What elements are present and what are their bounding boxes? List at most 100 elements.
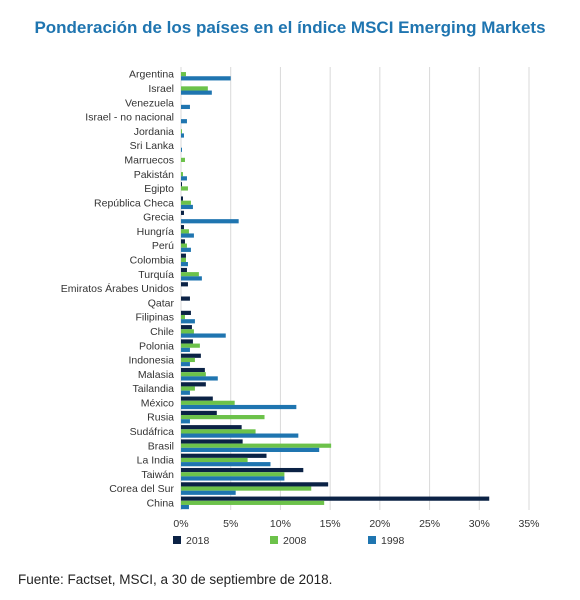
bar-2018-grecia — [181, 210, 184, 215]
category-label: Marruecos — [124, 154, 174, 166]
category-label: Filipinas — [135, 312, 174, 324]
bar-2008-marruecos — [181, 157, 185, 162]
legend-label-1998: 1998 — [381, 535, 405, 547]
bar-2008-la-india — [181, 457, 248, 463]
bar-1998-malasia — [181, 376, 218, 381]
bar-2008-pakistán — [181, 172, 183, 177]
category-label: China — [147, 497, 175, 509]
bar-1998-grecia — [181, 219, 239, 224]
bar-2008-taiwán — [181, 472, 285, 477]
bar-2018-tailandia — [181, 382, 206, 387]
bar-1998-israel — [181, 90, 212, 95]
category-label: Rusia — [147, 412, 174, 424]
bar-2018-perú — [181, 239, 185, 244]
bar-2008-república-checa — [181, 200, 191, 205]
bar-2008-indonesia — [181, 357, 195, 363]
bar-2018-brasil — [181, 439, 243, 444]
bar-2008-egipto — [181, 186, 188, 191]
bars — [181, 72, 490, 510]
x-tick-label: 20% — [369, 518, 390, 530]
category-label: República Checa — [94, 197, 174, 209]
bar-2018-rusia — [181, 410, 217, 416]
bar-2018-china — [181, 496, 490, 501]
bar-2018-colombia — [181, 253, 186, 258]
bar-1998-pakistán — [181, 176, 187, 181]
bar-1998-corea-del-sur — [181, 490, 236, 495]
bar-1998-tailandia — [181, 390, 190, 395]
bar-2018-la-india — [181, 453, 267, 458]
bar-2008-chile — [181, 329, 194, 334]
bar-1998-jordania — [181, 133, 184, 138]
legend-swatch-2008 — [270, 536, 278, 544]
category-label: México — [141, 397, 174, 409]
bar-2018-taiwán — [181, 467, 304, 473]
bar-1998-sri-lanka — [181, 147, 182, 152]
bar-2018-hungría — [181, 225, 184, 230]
category-label: Pakistán — [134, 169, 174, 181]
bar-2008-argentina — [181, 72, 186, 77]
bar-2018-corea-del-sur — [181, 482, 329, 487]
bar-1998-taiwán — [181, 476, 285, 481]
bar-2018-qatar — [181, 296, 190, 301]
source-note: Fuente: Factset, MSCI, a 30 de septiembr… — [18, 572, 333, 587]
bar-2008-israel — [181, 86, 208, 91]
bar-1998-hungría — [181, 233, 194, 238]
bar-1998-sudáfrica — [181, 433, 299, 438]
bar-1998-méxico — [181, 404, 297, 410]
bar-1998-perú — [181, 247, 191, 252]
bar-1998-república-checa — [181, 204, 193, 210]
bar-2008-china — [181, 500, 325, 505]
bar-2008-corea-del-sur — [181, 486, 312, 491]
bar-1998-venezuela — [181, 104, 190, 110]
category-label: Taiwán — [141, 469, 174, 481]
bar-1998-indonesia — [181, 362, 190, 367]
bar-2018-indonesia — [181, 353, 201, 358]
bar-2008-perú — [181, 243, 187, 248]
category-label: Brasil — [148, 440, 174, 452]
category-label: Hungría — [137, 226, 175, 238]
category-label: Corea del Sur — [109, 483, 174, 495]
bar-2008-hungría — [181, 229, 189, 234]
bar-1998-china — [181, 504, 189, 510]
bar-1998-turquía — [181, 276, 202, 281]
category-label: Tailandia — [133, 383, 175, 395]
category-label: Chile — [150, 326, 174, 338]
x-tick-label: 15% — [320, 518, 341, 530]
bar-2008-rusia — [181, 415, 265, 420]
category-label: Egipto — [144, 183, 174, 195]
bar-2008-polonia — [181, 343, 200, 348]
x-tick-label: 35% — [518, 518, 539, 530]
category-label: Israel - no nacional — [85, 112, 174, 124]
bar-2008-tailandia — [181, 386, 195, 391]
category-label: Jordania — [134, 126, 174, 138]
bar-2018-polonia — [181, 339, 193, 344]
x-tick-label: 30% — [469, 518, 490, 530]
category-label: Argentina — [129, 69, 174, 81]
category-label: La India — [137, 455, 175, 467]
bar-2008-sudáfrica — [181, 429, 256, 434]
x-tick-label: 10% — [270, 518, 291, 530]
legend-swatch-1998 — [368, 536, 376, 544]
legend-label-2008: 2008 — [283, 535, 307, 547]
bar-2008-colombia — [181, 257, 186, 263]
category-label: Malasia — [138, 369, 174, 381]
category-label: Colombia — [130, 255, 175, 267]
category-label: Venezuela — [125, 97, 174, 109]
bar-2018-emiratos-árabes-unidos — [181, 282, 188, 287]
bar-1998-argentina — [181, 76, 231, 81]
bar-1998-chile — [181, 333, 226, 338]
bar-2008-jordania — [181, 129, 182, 134]
category-label: Emiratos Árabes Unidos — [61, 282, 174, 295]
chart-title: Ponderación de los países en el índice M… — [34, 18, 546, 37]
bar-2018-república-checa — [181, 196, 183, 201]
category-label: Israel — [148, 83, 174, 95]
bar-2018-sudáfrica — [181, 425, 242, 430]
category-label: Grecia — [143, 212, 174, 224]
x-tick-label: 25% — [419, 518, 440, 530]
legend-swatch-2018 — [173, 536, 181, 544]
legend: 2018 2008 1998 — [173, 535, 405, 547]
bar-2018-turquía — [181, 267, 187, 273]
category-label: Polonia — [139, 340, 174, 352]
bar-2008-filipinas — [181, 314, 185, 320]
